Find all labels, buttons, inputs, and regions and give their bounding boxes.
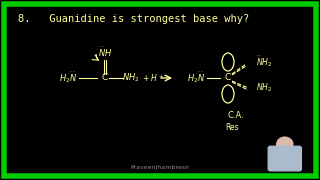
Circle shape [277, 137, 293, 151]
Text: Res: Res [225, 123, 239, 132]
Text: $NH_2$: $NH_2$ [122, 72, 140, 84]
Text: $H_2\overset{..}{N}$: $H_2\overset{..}{N}$ [187, 71, 205, 85]
Text: C: C [102, 73, 108, 82]
FancyBboxPatch shape [268, 146, 301, 171]
Text: $NH_2$: $NH_2$ [256, 82, 272, 94]
Text: $\overset{..}{N}H$: $\overset{..}{N}H$ [98, 45, 112, 59]
Text: $+\ H^+$: $+\ H^+$ [142, 72, 164, 84]
Text: PraveenJhambresir: PraveenJhambresir [130, 165, 190, 170]
Text: $\overset{..}{N}H_2$: $\overset{..}{N}H_2$ [256, 55, 272, 69]
Text: C.A.: C.A. [228, 111, 244, 120]
Text: $H_2\overset{..}{N}$: $H_2\overset{..}{N}$ [59, 71, 77, 85]
Text: 8.   Guanidine is strongest base why?: 8. Guanidine is strongest base why? [18, 14, 249, 24]
Text: C: C [225, 73, 231, 82]
